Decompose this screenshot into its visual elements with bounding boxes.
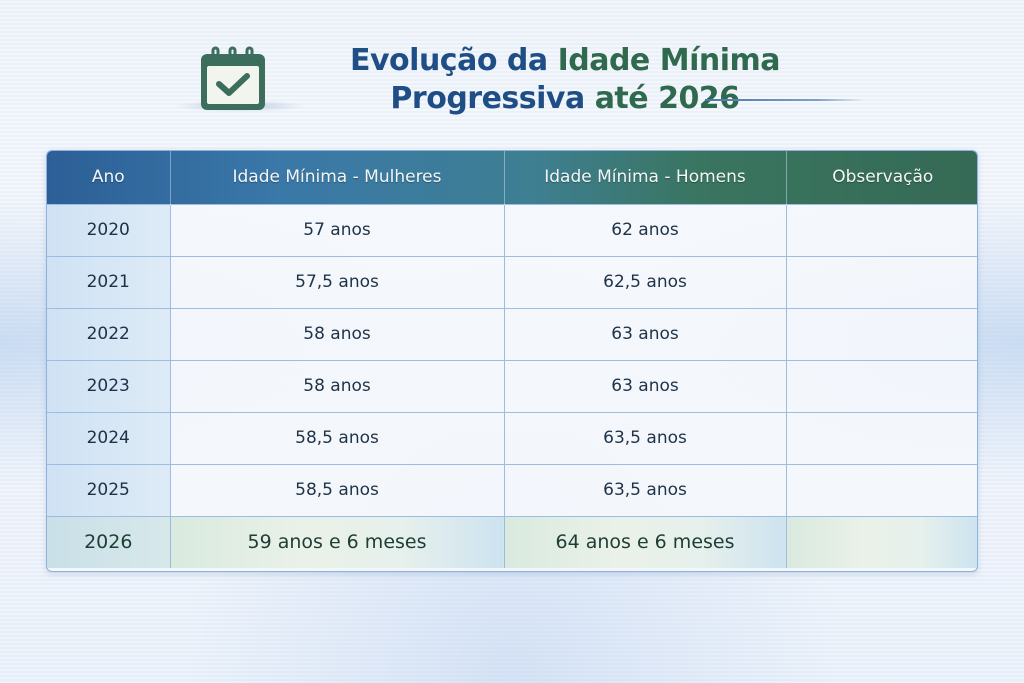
calendar-check-icon — [201, 46, 265, 110]
note-cell — [786, 515, 977, 568]
page-title: Evolução da Idade Mínima Progressiva até… — [285, 42, 845, 118]
age-table: Ano Idade Mínima - Mulheres Idade Mínima… — [46, 150, 978, 572]
title-part: até 2026 — [594, 81, 740, 116]
women-age-cell: 57,5 anos — [170, 255, 505, 308]
title-part: Idade Mínima — [557, 43, 781, 78]
column-header-women: Idade Mínima - Mulheres — [170, 151, 505, 204]
year-cell: 2020 — [47, 203, 171, 256]
table-row: 2025 58,5 anos 63,5 anos — [47, 463, 977, 516]
title-divider — [705, 99, 865, 101]
column-header-men: Idade Mínima - Homens — [504, 151, 787, 204]
year-cell: 2022 — [47, 307, 171, 360]
women-age-cell: 58,5 anos — [170, 411, 505, 464]
men-age-cell: 63 anos — [504, 359, 787, 412]
year-cell: 2021 — [47, 255, 171, 308]
men-age-cell: 63 anos — [504, 307, 787, 360]
women-age-cell: 58 anos — [170, 359, 505, 412]
women-age-cell: 58 anos — [170, 307, 505, 360]
note-cell — [786, 463, 977, 516]
men-age-cell: 62 anos — [504, 203, 787, 256]
year-cell: 2025 — [47, 463, 171, 516]
women-age-cell: 58,5 anos — [170, 463, 505, 516]
table-row: 2020 57 anos 62 anos — [47, 203, 977, 256]
women-age-cell: 57 anos — [170, 203, 505, 256]
men-age-cell: 64 anos e 6 meses — [504, 515, 787, 568]
page-header: Evolução da Idade Mínima Progressiva até… — [175, 42, 875, 122]
note-cell — [786, 359, 977, 412]
title-part: Evolução da — [350, 43, 548, 78]
table-row: 2024 58,5 anos 63,5 anos — [47, 411, 977, 464]
table-header-row: Ano Idade Mínima - Mulheres Idade Mínima… — [47, 151, 977, 204]
note-cell — [786, 411, 977, 464]
table-row-final: 2026 59 anos e 6 meses 64 anos e 6 meses — [47, 515, 977, 568]
men-age-cell: 63,5 anos — [504, 463, 787, 516]
column-header-note: Observação — [832, 167, 934, 188]
column-header-year: Ano — [47, 151, 171, 204]
table-row: 2021 57,5 anos 62,5 anos — [47, 255, 977, 308]
men-age-cell: 62,5 anos — [504, 255, 787, 308]
year-cell: 2026 — [47, 515, 171, 568]
note-cell — [786, 307, 977, 360]
table-row: 2023 58 anos 63 anos — [47, 359, 977, 412]
note-cell — [786, 255, 977, 308]
women-age-cell: 59 anos e 6 meses — [170, 515, 505, 568]
title-part: Progressiva — [390, 81, 585, 116]
note-cell — [786, 203, 977, 256]
men-age-cell: 63,5 anos — [504, 411, 787, 464]
year-cell: 2024 — [47, 411, 171, 464]
year-cell: 2023 — [47, 359, 171, 412]
table-row: 2022 58 anos 63 anos — [47, 307, 977, 360]
